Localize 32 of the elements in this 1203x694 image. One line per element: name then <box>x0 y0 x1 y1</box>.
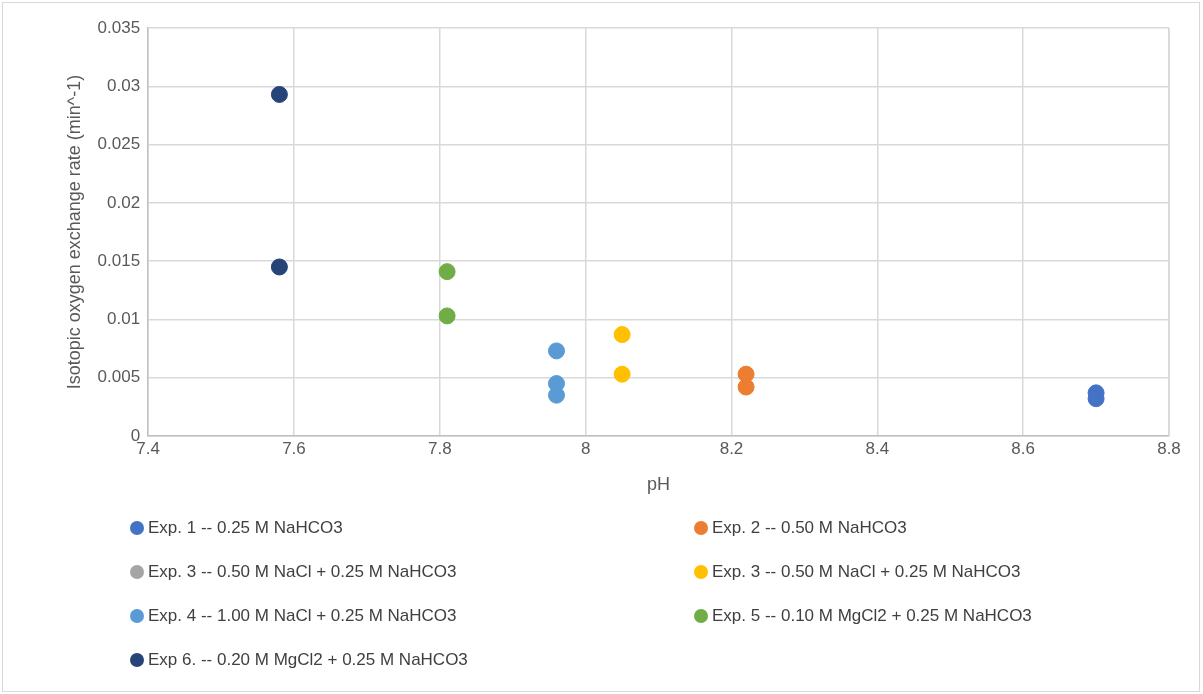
x-tick-label: 8.8 <box>1157 438 1181 458</box>
legend-label: Exp. 3 -- 0.50 M NaCl + 0.25 M NaHCO3 <box>712 562 1021 582</box>
y-axis-title: Isotopic oxygen exchange rate (min^-1) <box>63 74 84 390</box>
legend-label: Exp. 4 -- 1.00 M NaCl + 0.25 M NaHCO3 <box>148 606 457 626</box>
point <box>613 365 631 383</box>
legend-label: Exp. 2 -- 0.50 M NaHCO3 <box>712 518 907 538</box>
legend-label: Exp 6. -- 0.20 M MgCl2 + 0.25 M NaHCO3 <box>148 650 468 670</box>
point <box>613 326 631 344</box>
point <box>547 342 565 360</box>
x-axis-title: pH <box>647 474 671 495</box>
point <box>737 378 755 396</box>
point <box>438 263 456 281</box>
x-tick-label: 8.6 <box>1011 438 1035 458</box>
y-tick-label: 0.02 <box>107 192 141 212</box>
x-tick-label: 7.8 <box>428 438 452 458</box>
y-tick-label: 0.03 <box>107 75 141 95</box>
legend-label: Exp. 5 -- 0.10 M MgCl2 + 0.25 M NaHCO3 <box>712 606 1032 626</box>
y-tick-label: 0.025 <box>97 134 141 154</box>
x-tick-label: 8.2 <box>719 438 744 458</box>
legend-label: Exp. 3 -- 0.50 M NaCl + 0.25 M NaHCO3 <box>148 562 457 582</box>
point <box>270 258 288 276</box>
y-tick-label: 0.005 <box>97 367 141 387</box>
y-tick-label: 0.01 <box>107 309 141 329</box>
y-tick-label: 0 <box>130 425 141 445</box>
y-tick-label: 0.015 <box>97 250 141 270</box>
x-tick-label: 8 <box>580 438 591 458</box>
y-tick-label: 0.035 <box>97 17 141 37</box>
x-tick-label: 7.6 <box>282 438 306 458</box>
legend-label: Exp. 1 -- 0.25 M NaHCO3 <box>148 518 343 538</box>
x-tick-label: 8.4 <box>865 438 890 458</box>
point <box>270 85 288 103</box>
point <box>438 307 456 325</box>
